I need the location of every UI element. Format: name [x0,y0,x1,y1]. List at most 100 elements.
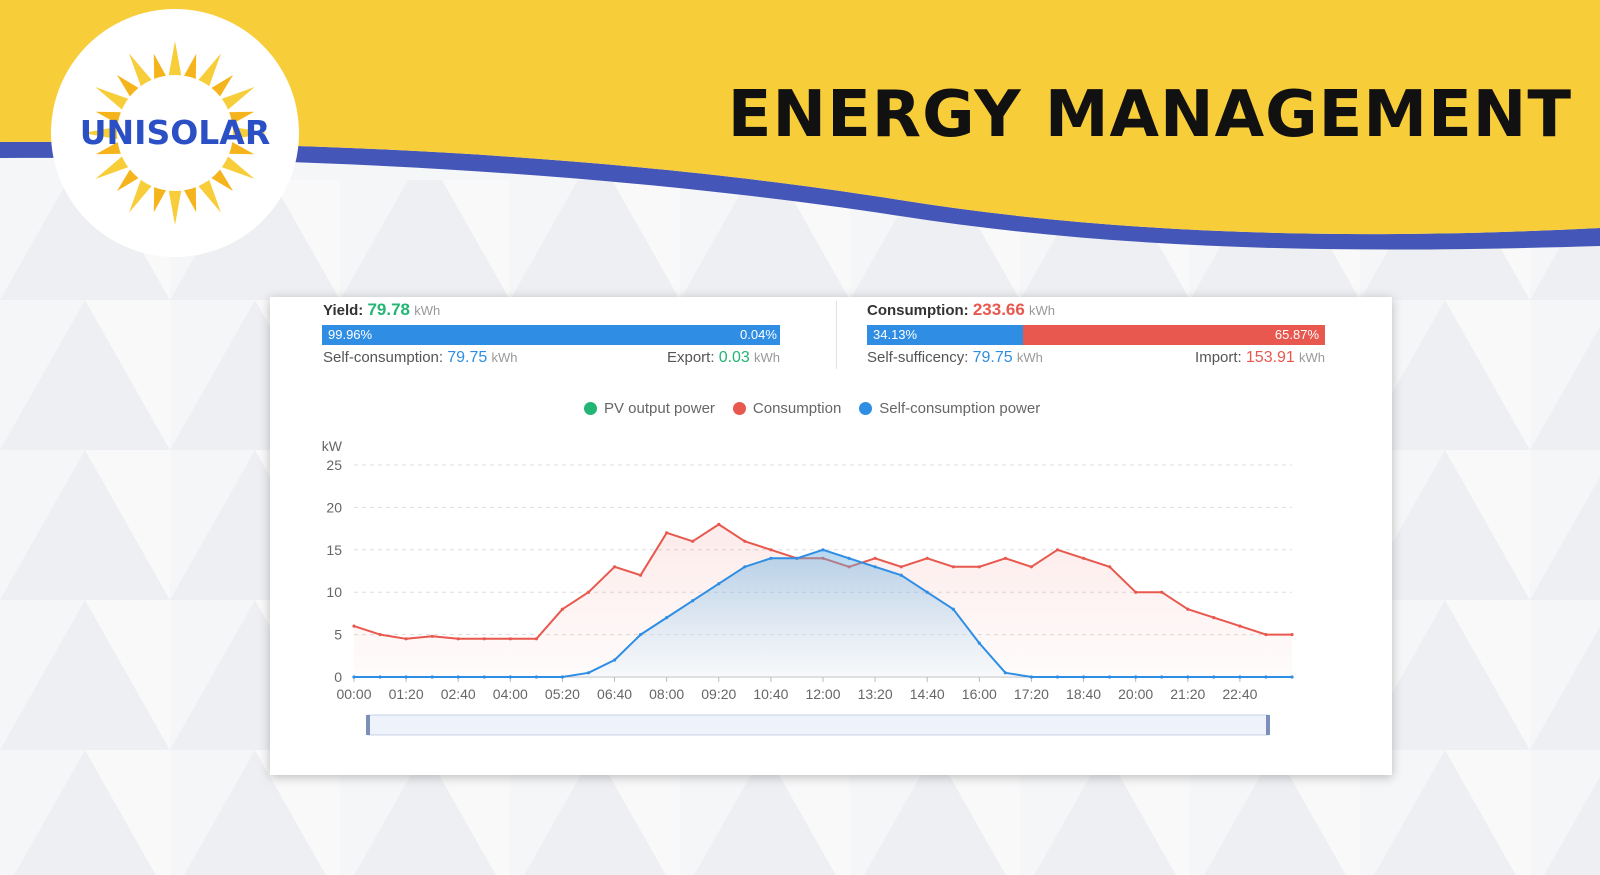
zoom-track [367,714,1269,736]
data-point [586,671,591,675]
page-headline: ENERGY MANAGEMENT [727,78,1572,152]
data-point [639,633,643,637]
x-tick-label: 04:00 [493,686,528,702]
y-tick-label: 10 [326,584,342,600]
data-point [1160,675,1164,679]
y-tick-label: 5 [334,627,342,643]
zoom-slider[interactable] [366,714,1270,736]
data-point [1264,675,1268,679]
series-area-self-consumption-power [354,549,1292,677]
data-point [534,637,538,641]
sun-ray [183,53,197,81]
data-point [1003,671,1008,675]
data-point [1290,633,1294,637]
data-point [613,658,617,662]
power-line-chart: 0 5 10 15 20 25 kW 00:00 01:20 02:40 04:00 05:20 06… [322,438,1294,736]
summary-divider [836,301,837,369]
self-consumption-line: Self-consumption: 79.75 kWh [323,349,518,366]
import-ratio: 65.87% [1023,325,1325,345]
data-point [1003,556,1008,560]
data-point [378,675,382,679]
y-tick-label: 15 [326,542,342,558]
legend-item-pv-output[interactable]: PV output power [584,400,715,417]
export-ratio: 0.04% [734,325,780,345]
self-consumption-ratio: 99.96% [322,325,735,345]
sun-ray [95,141,123,155]
x-tick-label: 06:40 [597,686,632,702]
sun-icon [83,41,267,225]
svg-text:UNISOLAR: UNISOLAR [80,113,271,152]
yield-summary: Yield: 79.78 kWh [323,300,441,319]
self-sufficiency-ratio: 34.13% [867,325,1024,345]
data-point [352,624,356,628]
x-tick-label: 21:20 [1170,686,1205,702]
data-point [1134,590,1138,594]
data-point [665,616,669,620]
data-point [1082,675,1086,679]
data-point [951,565,955,569]
y-tick-label: 25 [326,457,342,473]
data-point [769,548,773,552]
data-point [873,565,877,569]
data-point [508,637,512,641]
data-point [482,675,486,679]
data-point [1082,556,1086,560]
sun-ray [183,185,197,213]
sun-ray [230,126,267,140]
data-point [899,573,903,577]
data-point [951,607,955,611]
data-point [925,590,929,594]
data-point [1186,675,1190,679]
data-point [1290,675,1294,679]
y-tick-label: 0 [334,669,342,685]
data-point [1186,607,1190,611]
data-point [1160,590,1164,594]
data-point [717,582,721,586]
data-point [1055,675,1060,679]
legend-item-self-consumption[interactable]: Self-consumption power [859,400,1040,417]
data-point [404,637,408,641]
data-point [691,539,695,543]
data-point [925,556,929,560]
data-point [1055,548,1060,552]
x-tick-label: 12:00 [805,686,840,702]
sun-ray [83,126,120,140]
sun-ray [197,53,221,89]
self-sufficiency-line: Self-sufficency: 79.75 kWh [867,349,1043,366]
data-point [560,607,564,611]
sun-ray [219,155,255,179]
x-tick-label: 13:20 [858,686,893,702]
legend-item-consumption[interactable]: Consumption [732,400,841,417]
sun-ray [153,185,167,213]
x-tick-label: 02:40 [441,686,476,702]
data-point [873,556,877,560]
unisolar-logo: UNISOLAR [51,9,299,257]
sun-ray [197,177,221,213]
sun-ray [129,53,153,89]
legend-marker [732,402,746,415]
data-point [977,565,981,569]
zoom-handle-left [366,715,370,735]
consumption-ratio-bar: 34.13% 65.87% [867,325,1325,345]
data-point [430,675,434,679]
data-point [352,675,356,679]
x-tick-label: 16:00 [962,686,997,702]
data-point [613,565,617,569]
sun-ray [95,111,123,125]
data-point [508,675,512,679]
legend-marker [584,402,597,415]
consumption-summary: Consumption: 233.66 kWh [867,300,1055,319]
x-tick-label: 05:20 [545,686,580,702]
y-tick-label: 20 [326,499,342,515]
sun-ray [129,177,153,213]
data-point [639,573,643,577]
x-tick-label: 20:00 [1118,686,1153,702]
x-tick-label: 00:00 [336,686,371,702]
data-point [899,565,903,569]
data-point [717,522,721,526]
x-tick-label: 22:40 [1222,686,1257,702]
sun-ray [168,188,182,225]
data-point [378,633,382,637]
data-point [1264,633,1268,637]
data-point [1212,616,1216,620]
